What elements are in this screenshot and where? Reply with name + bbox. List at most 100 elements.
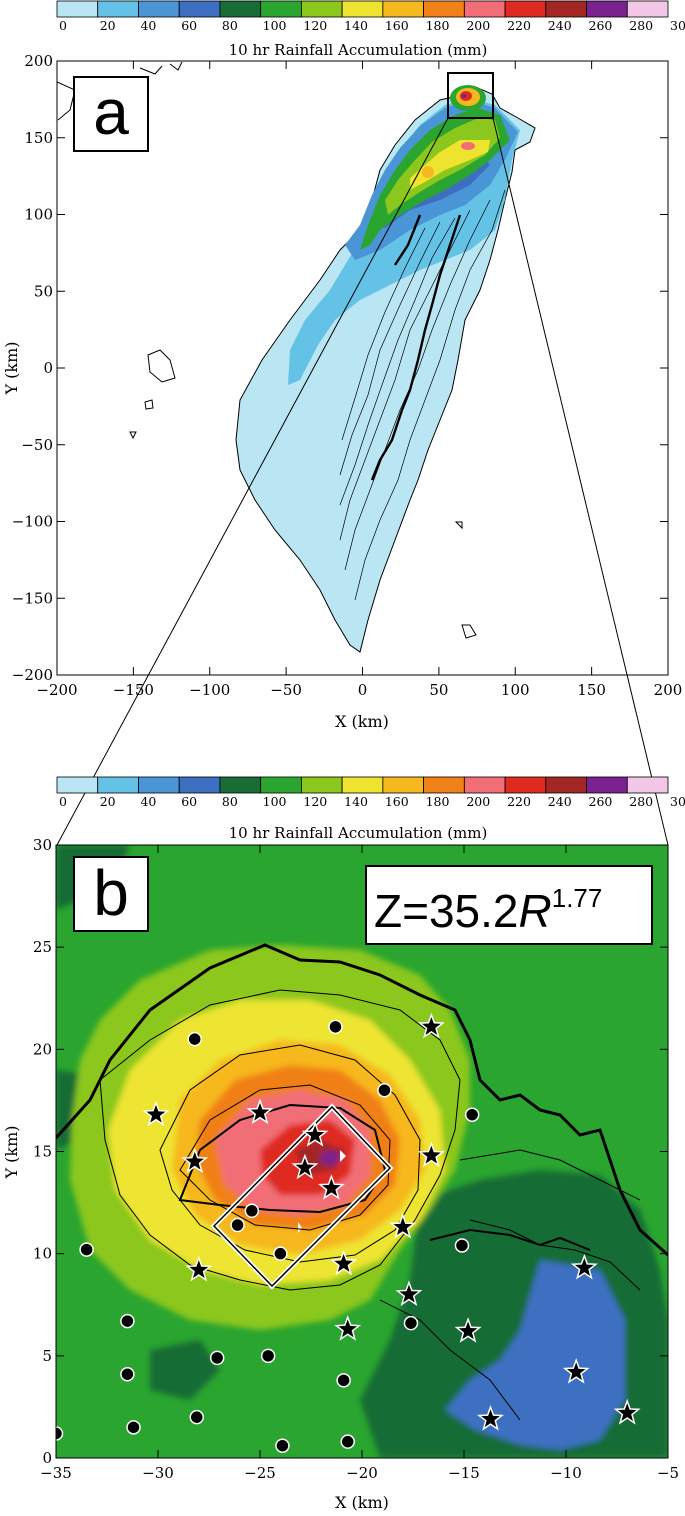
zoom-line-left (56, 117, 449, 846)
colorbar-swatch (219, 0, 262, 18)
terrain-contours-bold (178, 1103, 591, 1251)
station-dot (230, 1217, 245, 1233)
station-star (613, 1398, 641, 1425)
y-tick-label: 5 (42, 1347, 52, 1365)
panel-a-axes: −200 −150 −100 −50 0 50 100 150 200 200 150 100 50 0 −… (12, 52, 683, 699)
colorbar-tick-label: 180 (426, 18, 450, 33)
station-star (246, 1098, 274, 1125)
panel-a-label-box (73, 76, 149, 152)
rain-region-blue (445, 1260, 625, 1450)
colorbar-tick-label: 80 (222, 794, 238, 809)
station-dot (79, 1242, 94, 1257)
colorbar-swatch (586, 0, 628, 18)
panel-b-label-box (73, 856, 149, 932)
colorbar-tick-label: 160 (385, 794, 409, 809)
zr-relation: Z=35.2R1.77 (374, 883, 602, 937)
mainland-coast (57, 61, 183, 121)
y-tick-label: 0 (43, 359, 53, 377)
colorbar-tick-label: 220 (507, 794, 531, 809)
colorbar-swatch (178, 0, 221, 18)
station-dot (454, 1238, 470, 1253)
terrain-ridge (370, 214, 462, 481)
colorbar-tick-label: 180 (426, 794, 450, 809)
colorbar-tick-label: 60 (181, 794, 197, 809)
colorbar-tick-label: 220 (507, 18, 531, 33)
colorbar-tick-label: 20 (100, 794, 116, 809)
station-dot (377, 1082, 392, 1098)
inset-box (447, 72, 494, 119)
colorbar-swatch (586, 776, 628, 794)
colorbar-tick-label: 40 (140, 18, 156, 33)
colorbar-tick-label: 260 (589, 18, 613, 33)
colorbar-swatch (138, 776, 180, 794)
station-dot (126, 1420, 141, 1435)
colorbar-tick-label: 100 (263, 18, 287, 33)
colorbar-swatch (219, 776, 262, 794)
panel-b-ylabel: Y (km) (2, 1126, 21, 1180)
colorbar-tick-label: 200 (466, 18, 490, 33)
colorbar-swatch (97, 0, 139, 18)
x-tick-label: −10 (550, 1464, 582, 1482)
y-tick-label: −200 (12, 666, 53, 684)
offshore-island-penghu (147, 349, 176, 383)
colorbar-swatch (463, 0, 506, 18)
y-tick-label: −100 (12, 513, 53, 531)
colorbar-tick-label: 80 (222, 18, 238, 33)
y-tick-label: 10 (33, 1245, 52, 1263)
colorbar-swatch (300, 776, 343, 794)
station-star (389, 1212, 417, 1239)
station-dot (244, 1203, 260, 1219)
colorbar-swatch (504, 0, 547, 18)
colorbar-tick-label: 100 (263, 794, 287, 809)
rain-region-dark-green-southwest (56, 1070, 220, 1400)
colorbar-tick-label: 200 (466, 794, 490, 809)
colorbar-swatch (382, 776, 425, 794)
colorbar-swatch (260, 0, 302, 18)
colorbar-swatch (423, 776, 465, 794)
colorbar-swatch (97, 776, 139, 794)
rain-peak-east (461, 142, 475, 150)
station-star (142, 1100, 170, 1127)
terrain-contour-thick (56, 943, 668, 1257)
station-star (185, 1255, 213, 1282)
terrain-contours-thin (99, 989, 641, 1421)
x-tick-label: −200 (36, 681, 77, 699)
colorbar-tick-label: 140 (344, 18, 368, 33)
x-tick-label: 50 (429, 681, 448, 699)
station-star (570, 1253, 598, 1280)
x-tick-label: −50 (270, 681, 302, 699)
station-star (417, 1012, 445, 1039)
panel-b-plot (56, 845, 668, 1458)
rain-max-white (298, 1150, 346, 1233)
panel-b-axes: −35 −30 −25 −20 −15 −10 −5 30 25 20 15 10 5 0 (33, 836, 679, 1482)
station-dot (187, 1031, 202, 1047)
station-dot (328, 1019, 343, 1035)
colorbar-tick-label: 60 (181, 18, 197, 33)
x-tick-label: −25 (244, 1464, 276, 1482)
panel-a-xlabel: X (km) (335, 712, 389, 731)
zr-prefix: Z=35.2 (374, 885, 519, 937)
y-tick-label: −50 (21, 436, 53, 454)
station-markers (56, 1012, 641, 1453)
colorbar-swatch (341, 776, 384, 794)
station-dot (464, 1107, 480, 1122)
station-dot (340, 1434, 355, 1449)
panel-b-xlabel: X (km) (335, 1493, 389, 1512)
rain-peak-west (422, 166, 434, 178)
station-star (317, 1174, 345, 1200)
y-tick-label: −150 (12, 589, 53, 607)
x-tick-label: 0 (358, 681, 368, 699)
y-tick-label: 20 (33, 1040, 52, 1058)
x-tick-label: −150 (113, 681, 154, 699)
colorbar-tick-label: 0 (59, 18, 67, 33)
colorbar-tick-label: 120 (303, 794, 327, 809)
colorbar-swatch (56, 776, 99, 794)
y-tick-label: 150 (24, 129, 53, 147)
station-dot (273, 1246, 288, 1261)
colorbar-tick-label: 120 (303, 18, 327, 33)
panel-a-plot: a (56, 60, 669, 676)
station-star (291, 1153, 319, 1180)
colorbar-tick-label: 300 (670, 18, 685, 33)
colorbar-swatch (423, 0, 465, 18)
x-tick-label: −20 (346, 1464, 378, 1482)
